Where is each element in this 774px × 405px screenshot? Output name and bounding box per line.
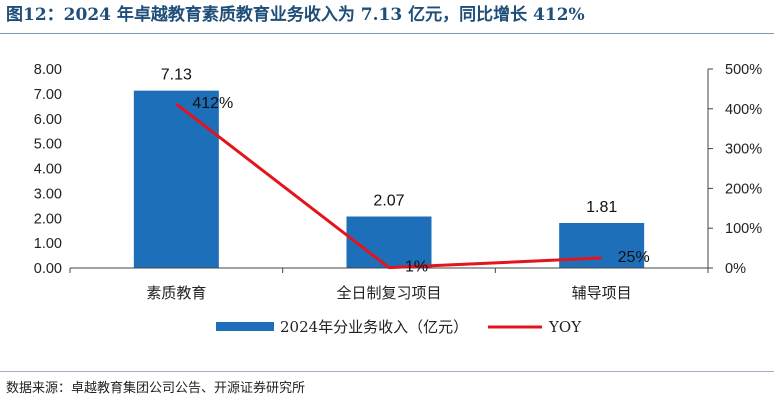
chart: 0.00 1.00 2.00 3.00 4.00 5.00 6.00 7.00 8.00 0% 10…	[34, 62, 762, 336]
y-left-tick-label: 7.00	[34, 87, 62, 103]
y-left-tick-label: 1.00	[34, 236, 62, 252]
y-right-tick-label: 200%	[725, 181, 762, 197]
bar-data-label: 7.13	[161, 67, 192, 84]
figure-title: 图12：2024 年卓越教育素质教育业务收入为 7.13 亿元，同比增长 412…	[6, 5, 585, 25]
bar-data-label: 2.07	[373, 193, 404, 210]
x-tick-label: 素质教育	[146, 284, 206, 302]
yoy-data-label: 25%	[618, 249, 650, 266]
yoy-data-label: 1%	[405, 259, 428, 276]
x-tick-label: 辅导项目	[572, 284, 632, 302]
source-divider	[0, 371, 774, 372]
legend-line-label: YOY	[548, 318, 582, 336]
y-right-tick-label: 300%	[725, 142, 762, 158]
y-left-tick-label: 3.00	[34, 186, 62, 202]
title-divider	[0, 33, 774, 34]
y-left-tick-label: 0.00	[34, 261, 62, 277]
y-left-tick-label: 5.00	[34, 137, 62, 153]
y-right-tick-label: 100%	[725, 221, 762, 237]
bar	[346, 216, 432, 268]
data-source: 数据来源：卓越教育集团公司公告、开源证券研究所	[6, 381, 306, 396]
y-left-tick-label: 6.00	[34, 112, 62, 128]
y-right-tick-label: 0%	[725, 261, 746, 277]
y-right-tick-label: 500%	[725, 62, 762, 78]
x-tick-label: 全日制复习项目	[336, 284, 441, 302]
y-left-tick-label: 4.00	[34, 162, 62, 178]
y-right-tick-label: 400%	[725, 102, 762, 118]
y-left-tick-label: 8.00	[34, 62, 62, 78]
y-left-tick-label: 2.00	[34, 211, 62, 227]
legend-bar-label: 2024年分业务收入（亿元）	[280, 318, 468, 336]
legend-bar-swatch	[216, 322, 274, 331]
bar	[133, 90, 219, 268]
yoy-data-label: 412%	[192, 95, 233, 112]
bar-data-label: 1.81	[586, 199, 617, 216]
